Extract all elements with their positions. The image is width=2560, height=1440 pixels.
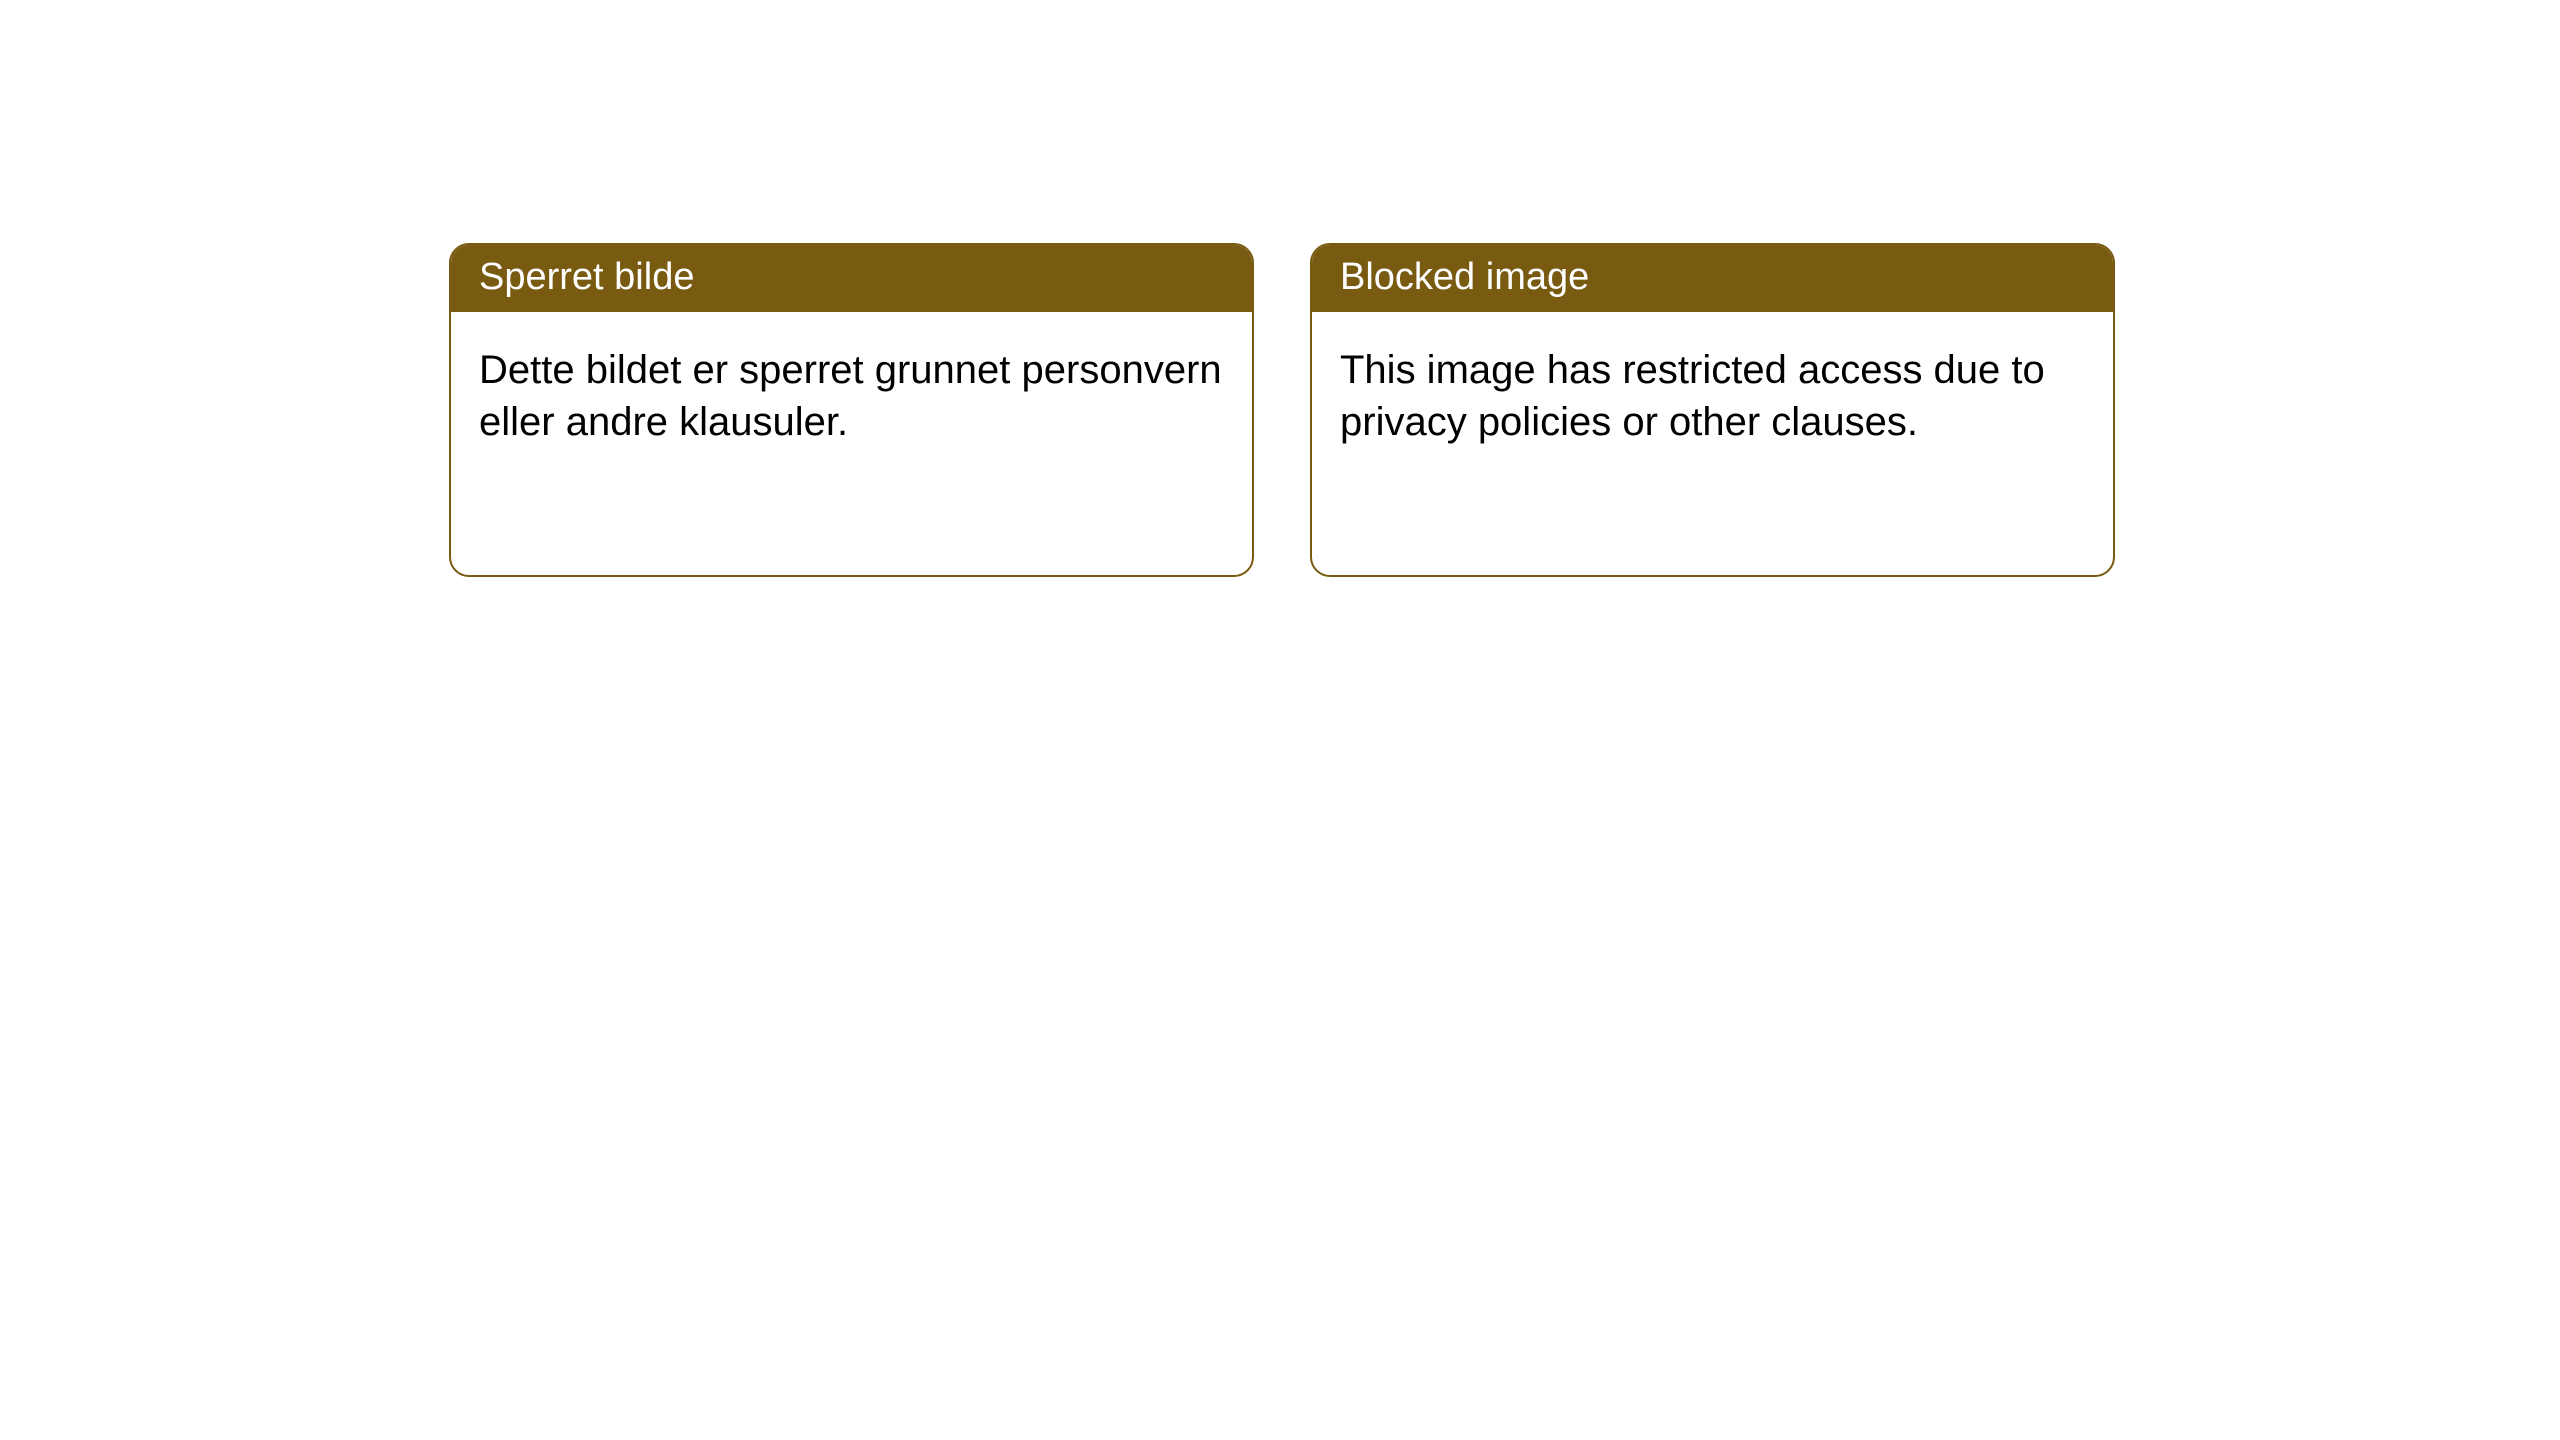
card-header: Blocked image [1312,245,2113,312]
card-header: Sperret bilde [451,245,1252,312]
blocked-image-card-norwegian: Sperret bilde Dette bildet er sperret gr… [449,243,1254,577]
card-body: This image has restricted access due to … [1312,312,2113,480]
card-body: Dette bildet er sperret grunnet personve… [451,312,1252,480]
cards-container: Sperret bilde Dette bildet er sperret gr… [0,0,2560,577]
blocked-image-card-english: Blocked image This image has restricted … [1310,243,2115,577]
